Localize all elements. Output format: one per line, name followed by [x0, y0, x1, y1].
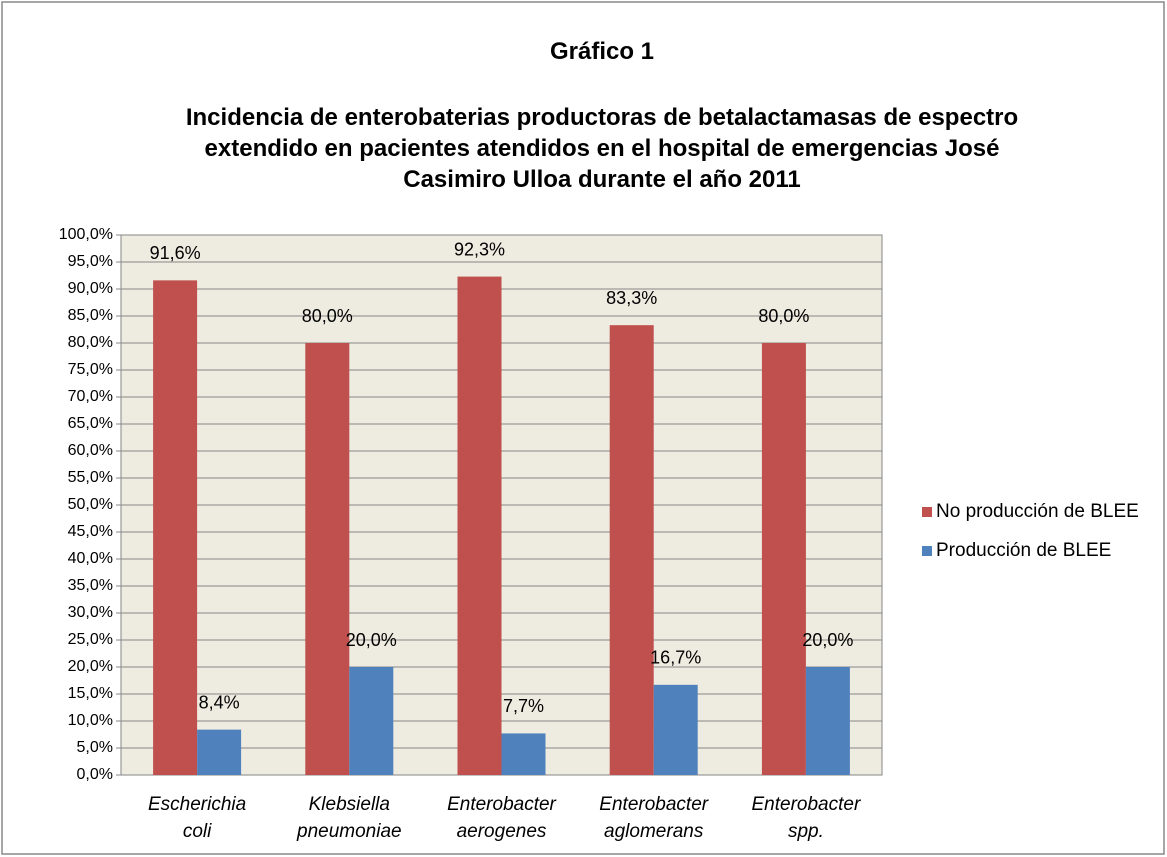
bar [197, 729, 242, 775]
data-label: 80,0% [302, 306, 353, 326]
bar [349, 667, 394, 775]
bar [609, 325, 654, 775]
data-label: 91,6% [150, 243, 201, 263]
bar [653, 684, 698, 775]
y-tick-label: 45,0% [68, 523, 113, 540]
legend-swatch [922, 507, 932, 517]
x-tick-label: Escherichia coli [148, 794, 246, 842]
bar [153, 280, 198, 775]
y-tick-label: 65,0% [68, 415, 113, 432]
legend-label: Producción de BLEE [936, 540, 1111, 561]
x-tick-label: Klebsiella pneumoniae [296, 794, 402, 842]
chart-title: Gráfico 1 [549, 38, 655, 65]
data-label: 7,7% [503, 696, 544, 716]
data-label: 8,4% [199, 692, 240, 712]
bar [305, 343, 350, 775]
y-tick-label: 85,0% [68, 307, 113, 324]
x-tick-label: Enterobacter spp. [752, 794, 861, 842]
y-tick-label: 0,0% [77, 766, 113, 783]
data-label: 20,0% [802, 630, 853, 650]
y-tick-label: 30,0% [68, 604, 113, 621]
y-tick-label: 35,0% [68, 577, 113, 594]
data-label: 80,0% [758, 306, 809, 326]
data-label: 83,3% [606, 288, 657, 308]
legend-label: No producción de BLEE [936, 501, 1139, 522]
y-tick-label: 75,0% [68, 361, 113, 378]
bar [501, 733, 546, 775]
y-tick-label: 40,0% [68, 550, 113, 567]
y-tick-label: 25,0% [68, 631, 113, 648]
bar [805, 667, 850, 775]
y-tick-label: 10,0% [68, 712, 113, 729]
data-label: 20,0% [346, 630, 397, 650]
bar [457, 276, 502, 775]
y-tick-label: 55,0% [68, 469, 113, 486]
y-tick-label: 20,0% [68, 658, 113, 675]
data-label: 16,7% [650, 648, 701, 668]
x-tick-label: Enterobacter aerogenes [447, 794, 556, 842]
y-tick-label: 90,0% [68, 280, 113, 297]
bar [761, 343, 806, 775]
y-tick-label: 95,0% [68, 253, 113, 270]
x-tick-label: Enterobacter aglomerans [599, 794, 708, 842]
chart-subtitle: Incidencia de enterobaterias productoras… [185, 104, 1019, 193]
y-tick-label: 60,0% [68, 442, 113, 459]
y-tick-label: 100,0% [59, 226, 113, 243]
data-label: 92,3% [454, 239, 505, 259]
y-tick-label: 15,0% [68, 685, 113, 702]
y-tick-label: 70,0% [68, 388, 113, 405]
y-tick-label: 80,0% [68, 334, 113, 351]
y-tick-label: 50,0% [68, 496, 113, 513]
y-tick-label: 5,0% [77, 739, 113, 756]
legend-swatch [922, 546, 932, 556]
